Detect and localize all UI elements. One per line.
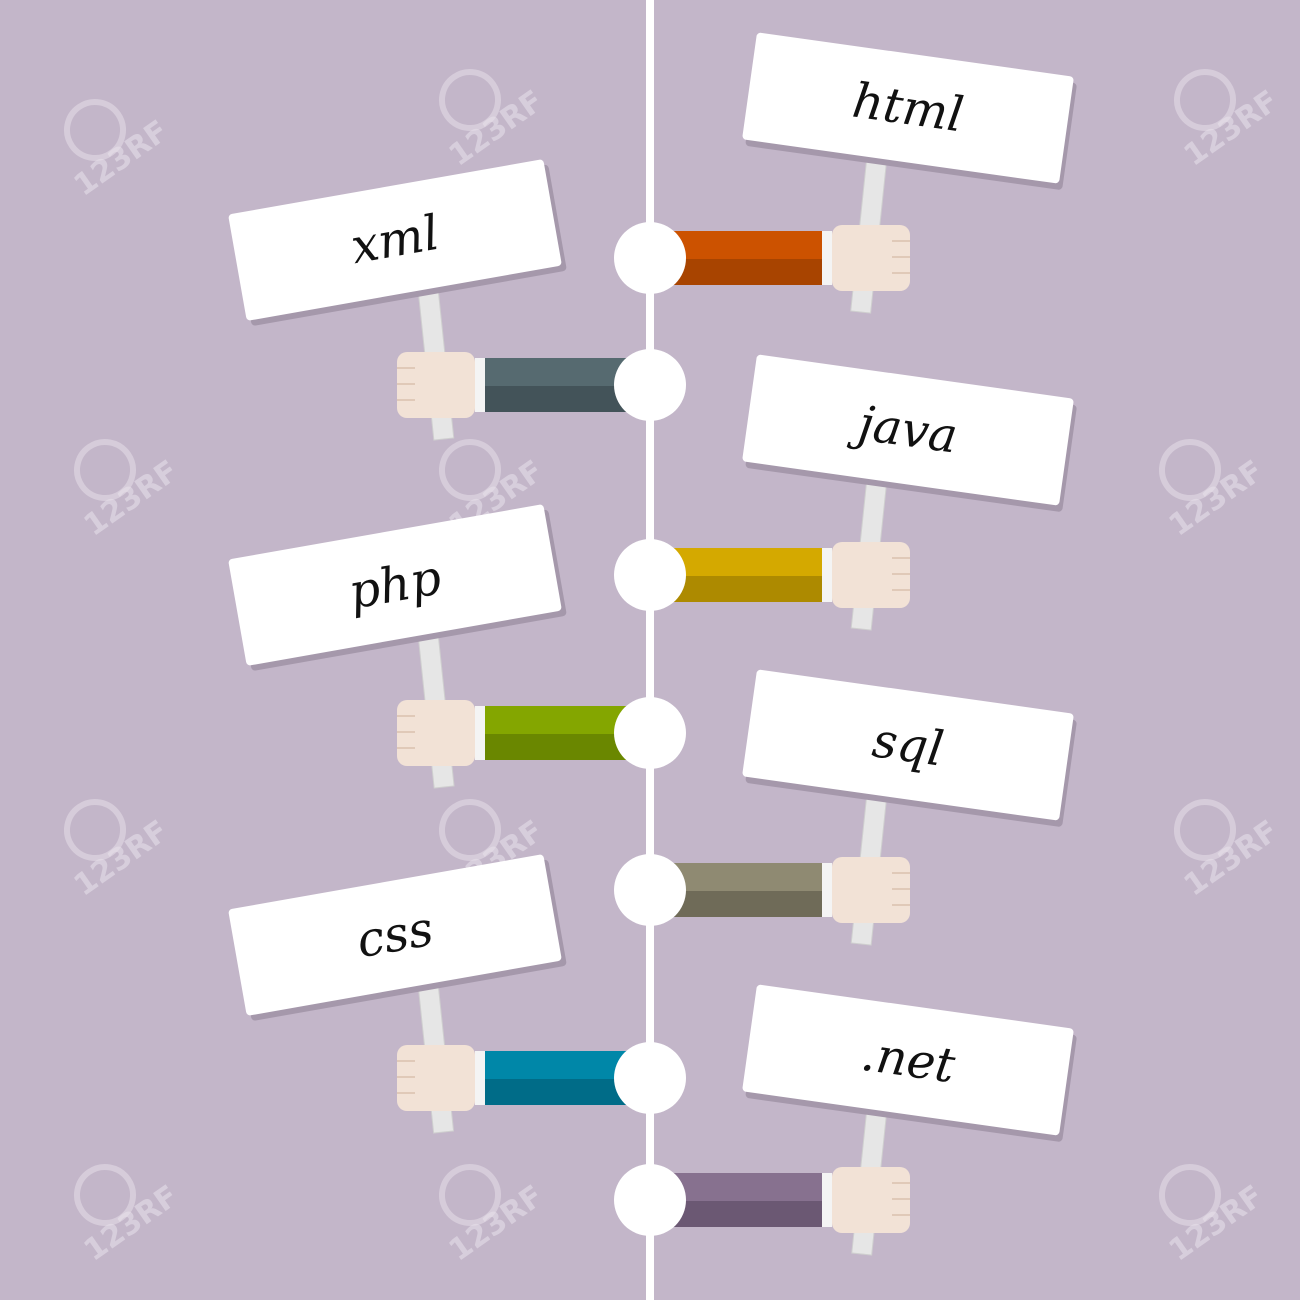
sleeve bbox=[672, 548, 822, 576]
sleeve bbox=[672, 863, 822, 891]
sleeve-shadow bbox=[485, 386, 635, 412]
hand bbox=[832, 225, 910, 291]
sign-board: .net bbox=[742, 984, 1077, 1142]
cuff bbox=[475, 1051, 485, 1105]
sleeve-shadow bbox=[672, 1201, 822, 1227]
sign-label: css bbox=[353, 901, 438, 969]
hand bbox=[832, 542, 910, 608]
cuff bbox=[822, 548, 832, 602]
timeline-items: html xml java php sql css .net bbox=[228, 32, 1077, 1256]
sleeve-shadow bbox=[485, 1079, 635, 1105]
timeline-item-sql: sql bbox=[614, 669, 1077, 946]
timeline-item-java: java bbox=[614, 354, 1077, 631]
sleeve bbox=[485, 1051, 635, 1079]
timeline-item-xml: xml bbox=[228, 159, 686, 441]
timeline-node bbox=[614, 1042, 686, 1114]
sign-board: sql bbox=[742, 669, 1077, 827]
timeline-item-css: css bbox=[228, 854, 686, 1134]
cuff bbox=[822, 231, 832, 285]
sign-board: java bbox=[742, 354, 1077, 512]
timeline-node bbox=[614, 539, 686, 611]
cuff bbox=[822, 863, 832, 917]
hand bbox=[397, 700, 475, 766]
sleeve-shadow bbox=[672, 891, 822, 917]
timeline-item-php: php bbox=[228, 504, 686, 789]
sleeve bbox=[485, 358, 635, 386]
timeline-node bbox=[614, 349, 686, 421]
hand bbox=[832, 1167, 910, 1233]
sign-label: .net bbox=[858, 1026, 959, 1095]
hand bbox=[832, 857, 910, 923]
sign-board: html bbox=[742, 32, 1077, 190]
hand bbox=[397, 1045, 475, 1111]
sign-label: sql bbox=[869, 712, 947, 777]
cuff bbox=[822, 1173, 832, 1227]
timeline-item-html: html bbox=[614, 32, 1077, 314]
timeline-line bbox=[646, 0, 654, 1300]
sleeve-shadow bbox=[672, 259, 822, 285]
sleeve-shadow bbox=[485, 734, 635, 760]
sleeve-shadow bbox=[672, 576, 822, 602]
cuff bbox=[475, 358, 485, 412]
sign-board: php bbox=[228, 504, 567, 671]
timeline-item-net: .net bbox=[614, 984, 1077, 1256]
cuff bbox=[475, 706, 485, 760]
timeline-node bbox=[614, 697, 686, 769]
sign-board: xml bbox=[228, 159, 567, 326]
timeline-node bbox=[614, 222, 686, 294]
hand bbox=[397, 352, 475, 418]
timeline-node bbox=[614, 854, 686, 926]
sign-board: css bbox=[228, 854, 567, 1021]
sleeve bbox=[672, 231, 822, 259]
sleeve bbox=[672, 1173, 822, 1201]
timeline-node bbox=[614, 1164, 686, 1236]
sleeve bbox=[485, 706, 635, 734]
